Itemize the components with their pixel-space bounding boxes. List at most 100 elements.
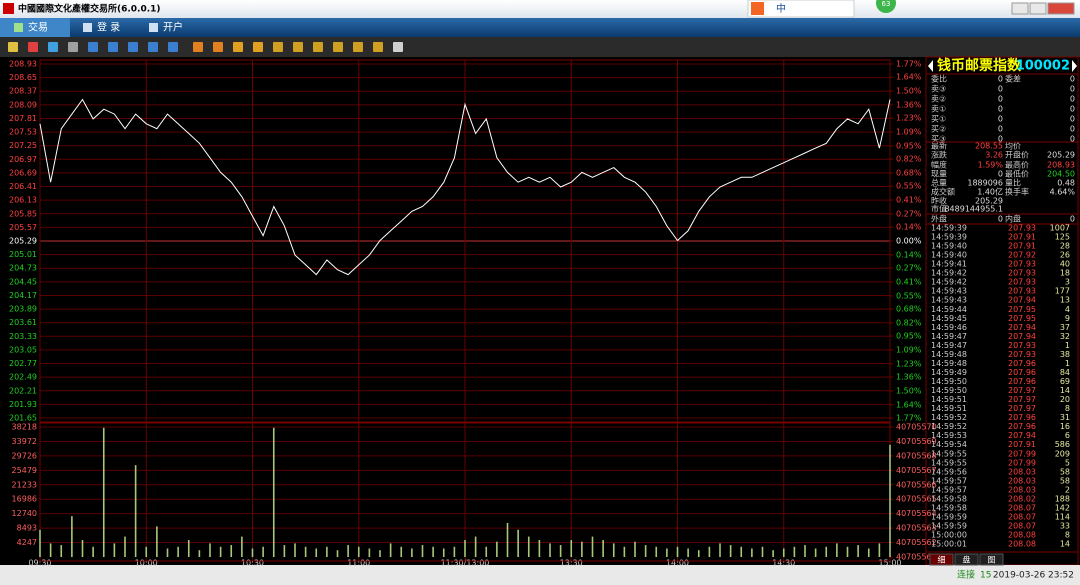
volume-bar [687,548,689,557]
y-tick-label: 205.85 [9,209,37,218]
tool-button[interactable] [313,42,323,52]
y2-tick-label: 0.55% [896,182,922,191]
trade-price: 208.08 [1008,531,1036,540]
volume-bar [198,550,201,557]
volume-bar [697,550,700,557]
trade-price: 207.93 [1008,269,1036,278]
tool-button[interactable] [128,42,138,52]
trade-volume: 1007 [1050,224,1070,233]
quote-value: 8489144955.1 [944,205,1003,214]
quote-value: 1.40亿 [977,187,1003,197]
volume-bar [634,541,636,557]
tool-button[interactable] [293,42,303,52]
trade-volume: 58 [1060,476,1070,485]
window-title: 中國國際文化產權交易所(6.0.0.1) [18,3,161,15]
trade-volume: 32 [1060,332,1070,341]
tool-button[interactable] [48,42,58,52]
trade-volume: 6 [1065,431,1070,440]
tool-button[interactable] [353,42,363,52]
trade-time: 14:59:47 [931,341,967,350]
tool-button[interactable] [253,42,263,52]
tool-button[interactable] [88,42,98,52]
trade-time: 14:59:40 [931,242,967,251]
ime-logo [751,2,764,15]
close-button[interactable] [1047,2,1075,15]
y2-tick-label: 40705566 [896,480,937,489]
trade-time: 14:59:39 [931,233,967,242]
volume-bar [612,543,615,557]
toolbar [0,37,1080,57]
y2-tick-label: 1.50% [896,87,922,96]
trade-volume: 13 [1060,296,1070,305]
tool-button[interactable] [213,42,223,52]
volume-bar [230,545,233,557]
status-datetime: 2019-03-26 23:52 [993,571,1074,581]
panel-tab[interactable] [979,553,1004,566]
tool-button[interactable] [68,42,78,52]
y2-tick-label: 40705567 [896,466,937,475]
trade-price: 207.97 [1008,386,1036,395]
trade-volume: 38 [1060,350,1070,359]
quote-value: 1889096 [967,179,1003,188]
minimize-button[interactable] [1011,2,1029,15]
volume-bar [804,545,806,557]
next-arrow[interactable] [1072,60,1077,72]
tab-label[interactable]: 开户 [163,21,183,34]
tool-button[interactable] [233,42,243,52]
quote-label: 买① [931,115,946,124]
tool-button[interactable] [333,42,343,52]
quote-label: 卖② [931,95,946,104]
trade-volume: 26 [1060,251,1070,260]
y2-tick-label: 40705564 [896,509,937,518]
trade-time: 14:59:41 [931,260,967,269]
y-tick-label: 8493 [17,524,37,533]
ime-mode[interactable]: 中 [776,2,786,15]
y-tick-label: 204.45 [9,277,37,286]
trade-price: 207.95 [1008,314,1036,323]
tool-button[interactable] [373,42,383,52]
tool-button[interactable] [168,42,178,52]
tool-button[interactable] [148,42,158,52]
volume-bar [124,536,126,557]
tool-button[interactable] [108,42,118,52]
volume-bar [39,529,41,557]
badge [876,0,896,13]
volume-bar [485,546,488,557]
tool-button[interactable] [393,42,403,52]
x-tick-label: 09:30 [28,559,51,568]
y-tick-label: 207.81 [9,114,37,123]
panel-tab-label[interactable]: 图 [988,556,996,565]
volume-bar [262,546,264,557]
quote-value: 0 [998,95,1003,104]
panel-tab[interactable] [954,553,979,566]
tool-button[interactable] [28,42,38,52]
quote-value: 208.93 [1047,161,1075,170]
trade-time: 14:59:39 [931,224,967,233]
tab-label[interactable]: 交易 [28,21,48,34]
trade-price: 207.94 [1008,332,1036,341]
trade-volume: 2 [1065,485,1070,494]
volume-bar [878,543,881,557]
trade-price: 208.08 [1008,540,1036,549]
tab-label[interactable]: 登 录 [97,21,120,34]
tool-button[interactable] [8,42,18,52]
prev-arrow[interactable] [928,60,933,72]
volume-bar [772,550,774,557]
trade-price: 208.03 [1008,485,1036,494]
y2-tick-label: 0.95% [896,142,922,151]
tool-button[interactable] [193,42,203,52]
volume-bar [294,543,296,557]
y-tick-label: 204.17 [9,291,37,300]
panel-tab-label[interactable]: 盘 [963,555,971,565]
y-tick-label: 205.01 [9,250,37,259]
maximize-button[interactable] [1029,2,1047,15]
x-tick-label: 13:30 [560,559,583,568]
panel-tab-label[interactable]: 细 [938,555,946,565]
x-tick-label: 10:00 [135,559,158,568]
active-tab[interactable] [0,18,70,37]
panel-tab[interactable] [929,553,954,566]
price-line [39,98,891,276]
tool-button[interactable] [273,42,283,52]
quote-value: 204.50 [1047,170,1075,179]
y-tick-label: 202.77 [9,359,37,368]
